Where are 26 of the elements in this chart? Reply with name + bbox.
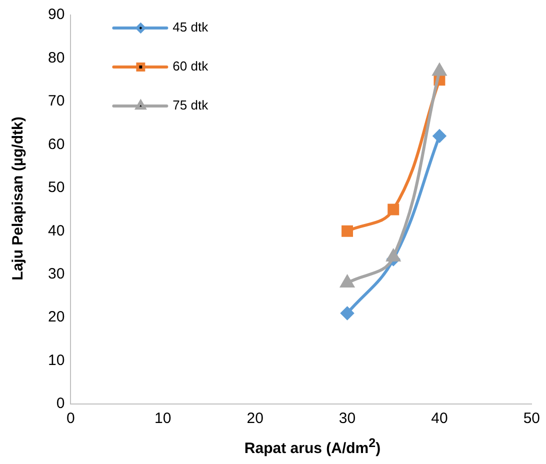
point (342, 225, 354, 237)
point (432, 130, 446, 143)
y-tick-label: 90 (48, 6, 65, 24)
y-axis-title: Laju Pelapisan (µg/dtk) (10, 116, 26, 282)
x-axis-title: Rapat arus (A/dm$^{2}$) (243, 436, 382, 457)
y-tick-label: 50 (48, 179, 65, 196)
y-tick-label: 10 (48, 352, 65, 369)
y-tick-label: 30 (48, 265, 65, 282)
point (386, 250, 400, 262)
x-tick-label: 40 (431, 410, 448, 428)
y-tick-label: 70 (48, 92, 65, 110)
legend-label: 45 dtk (172, 20, 209, 35)
x-tick-label: 30 (338, 410, 356, 428)
point (388, 204, 400, 216)
point (340, 306, 354, 320)
legend-label: 60 dtk (172, 58, 209, 74)
x-tick-label: 50 (523, 410, 540, 428)
point (340, 275, 354, 288)
y-tick-label: 20 (48, 308, 65, 326)
y-tick-label: 0 (56, 395, 65, 412)
x-tick-label: 10 (154, 410, 172, 428)
y-tick-label: 40 (48, 222, 65, 240)
y-tick-label: 80 (48, 49, 65, 66)
legend-label: 75 dtk (172, 98, 209, 113)
y-tick-label: 60 (48, 136, 65, 153)
x-tick-label: 20 (246, 410, 264, 428)
